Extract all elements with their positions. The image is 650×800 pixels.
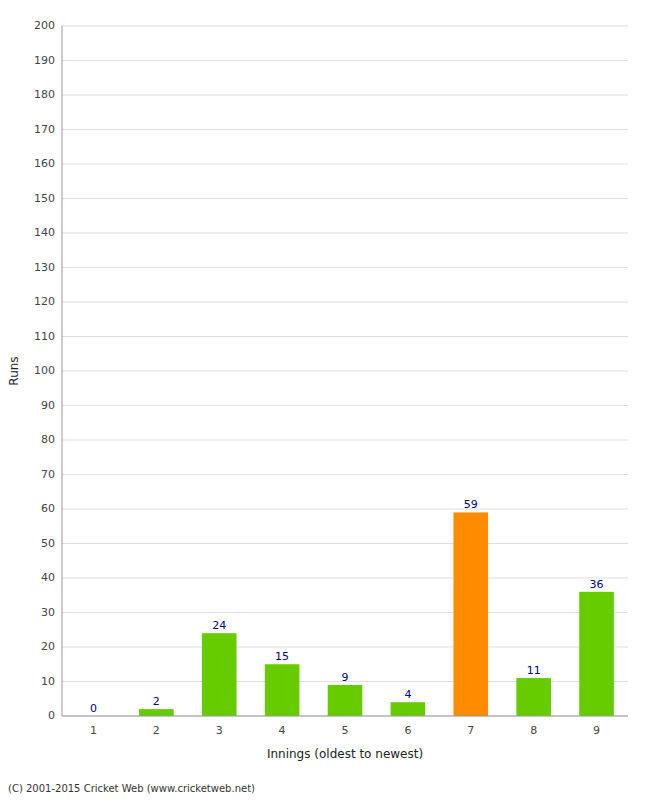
grid-line <box>62 26 628 27</box>
grid-line <box>62 198 628 199</box>
y-tick-label: 50 <box>41 537 55 550</box>
bar <box>328 685 363 716</box>
x-tick-label: 9 <box>593 724 600 737</box>
x-axis-line <box>62 716 628 717</box>
x-tick-label: 6 <box>404 724 411 737</box>
grid-line <box>62 164 628 165</box>
y-tick-label: 60 <box>41 502 55 515</box>
grid-line <box>62 578 628 579</box>
grid-line <box>62 543 628 544</box>
data-label: 24 <box>212 619 226 632</box>
data-label: 36 <box>590 578 604 591</box>
y-tick-label: 110 <box>34 330 55 343</box>
grid-line <box>62 267 628 268</box>
data-label: 0 <box>90 702 97 715</box>
y-axis-ticks: 0 10 20 30 40 50 60 70 80 90 100 110 120 130 140 150 160… <box>34 19 55 722</box>
footer: (C) 2001-2015 Cricket Web (www.cricketwe… <box>8 783 255 794</box>
grid <box>62 26 628 716</box>
x-tick-label: 2 <box>153 724 160 737</box>
grid-line <box>62 440 628 441</box>
x-axis-ticks: 1 2 3 4 5 6 7 8 9 <box>90 724 600 737</box>
x-tick-label: 3 <box>216 724 223 737</box>
grid-line <box>62 129 628 130</box>
bar <box>202 633 237 716</box>
data-label: 59 <box>464 498 478 511</box>
y-tick-label: 20 <box>41 640 55 653</box>
data-labels: 0 2 24 15 9 4 59 11 36 <box>90 498 604 715</box>
grid-line <box>62 612 628 613</box>
grid-line <box>62 509 628 510</box>
y-tick-label: 70 <box>41 468 55 481</box>
bar <box>391 702 426 716</box>
x-tick-label: 8 <box>530 724 537 737</box>
y-tick-label: 40 <box>41 571 55 584</box>
grid-line <box>62 95 628 96</box>
axes <box>62 26 628 716</box>
y-tick-label: 200 <box>34 19 55 32</box>
grid-line <box>62 647 628 648</box>
chart: 0102030405060708090100110120130140150160… <box>0 0 650 800</box>
y-tick-label: 190 <box>34 54 55 67</box>
x-tick-label: 5 <box>342 724 349 737</box>
y-axis-label: Runs <box>7 356 21 385</box>
bar <box>139 709 174 716</box>
data-label: 11 <box>527 664 541 677</box>
grid-line <box>62 60 628 61</box>
y-tick-label: 0 <box>48 709 55 722</box>
y-tick-label: 130 <box>34 261 55 274</box>
y-tick-label: 150 <box>34 192 55 205</box>
y-axis-line <box>62 26 63 716</box>
x-tick-label: 4 <box>279 724 286 737</box>
y-tick-label: 120 <box>34 295 55 308</box>
bar <box>265 664 300 716</box>
grid-line <box>62 336 628 337</box>
y-tick-label: 30 <box>41 606 55 619</box>
y-tick-label: 80 <box>41 433 55 446</box>
chart-container: 0102030405060708090100110120130140150160… <box>0 0 650 800</box>
x-axis-label: Innings (oldest to newest) <box>267 747 423 761</box>
data-label: 15 <box>275 650 289 663</box>
y-tick-label: 140 <box>34 226 55 239</box>
x-tick-label: 7 <box>467 724 474 737</box>
bars <box>139 512 614 716</box>
y-tick-label: 170 <box>34 123 55 136</box>
grid-line <box>62 474 628 475</box>
data-label: 4 <box>404 688 411 701</box>
bar <box>453 512 488 716</box>
grid-line <box>62 716 628 717</box>
grid-line <box>62 371 628 372</box>
y-tick-label: 10 <box>41 675 55 688</box>
y-tick-label: 100 <box>34 364 55 377</box>
bar <box>516 678 551 716</box>
grid-line <box>62 233 628 234</box>
y-tick-label: 160 <box>34 157 55 170</box>
x-tick-label: 1 <box>90 724 97 737</box>
grid-line <box>62 302 628 303</box>
data-label: 2 <box>153 695 160 708</box>
bar <box>579 592 614 716</box>
y-tick-label: 90 <box>41 399 55 412</box>
y-tick-label: 180 <box>34 88 55 101</box>
data-label: 9 <box>342 671 349 684</box>
grid-line <box>62 405 628 406</box>
